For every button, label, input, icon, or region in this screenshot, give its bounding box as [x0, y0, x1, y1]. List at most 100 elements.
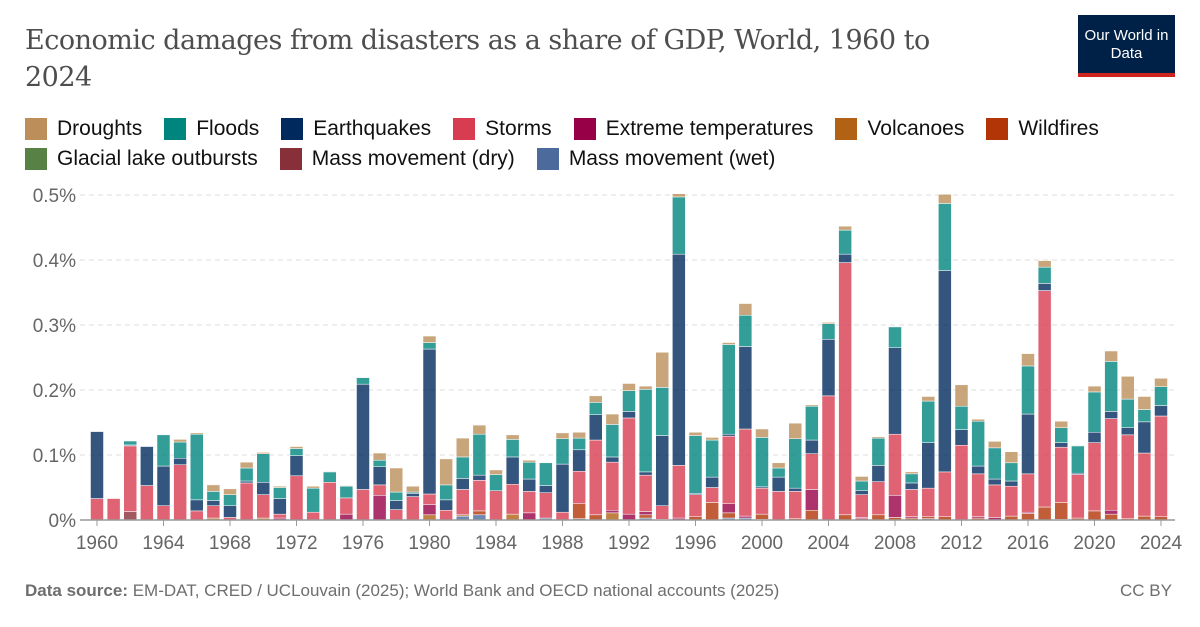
bar-segment-storms[interactable] — [156, 505, 171, 521]
bar-segment-floods[interactable] — [971, 420, 985, 467]
bar-segment-storms[interactable] — [1154, 415, 1168, 517]
bar-segment-wildfires[interactable] — [838, 514, 852, 521]
bar-segment-storms[interactable] — [356, 489, 370, 521]
bar-segment-earthquakes[interactable] — [539, 485, 553, 493]
bar-segment-wildfires[interactable] — [1087, 510, 1102, 521]
bar-segment-floods[interactable] — [1004, 462, 1019, 482]
bar-segment-droughts[interactable] — [239, 461, 254, 469]
bar-segment-floods[interactable] — [1137, 409, 1152, 423]
bar-segment-earthquakes[interactable] — [1121, 427, 1135, 436]
bar-segment-storms[interactable] — [638, 474, 653, 512]
bar-segment-extreme-temperatures[interactable] — [622, 513, 636, 521]
bar-segment-storms[interactable] — [505, 484, 520, 515]
bar-segment-earthquakes[interactable] — [472, 474, 487, 481]
bar-segment-storms[interactable] — [173, 464, 187, 521]
bar-segment-mass-movement-dry-[interactable] — [123, 511, 137, 521]
bar-segment-wildfires[interactable] — [472, 510, 487, 516]
bar-segment-storms[interactable] — [422, 493, 437, 505]
legend-item[interactable]: Storms — [453, 116, 552, 142]
bar-segment-droughts[interactable] — [1087, 385, 1102, 393]
bar-segment-earthquakes[interactable] — [372, 466, 387, 486]
bar-segment-droughts[interactable] — [838, 225, 852, 231]
bar-segment-storms[interactable] — [1087, 442, 1102, 512]
bar-segment-earthquakes[interactable] — [788, 487, 802, 492]
bar-segment-floods[interactable] — [855, 480, 869, 491]
bar-segment-earthquakes[interactable] — [738, 346, 753, 430]
bar-segment-storms[interactable] — [140, 485, 154, 521]
bar-segment-droughts[interactable] — [173, 439, 187, 443]
bar-segment-storms[interactable] — [904, 489, 919, 518]
bar-segment-floods[interactable] — [389, 491, 403, 501]
bar-segment-floods[interactable] — [655, 387, 669, 436]
bar-segment-floods[interactable] — [722, 344, 736, 435]
bar-segment-floods[interactable] — [1154, 386, 1168, 406]
bar-segment-storms[interactable] — [389, 509, 403, 521]
bar-segment-earthquakes[interactable] — [1054, 442, 1068, 448]
bar-segment-floods[interactable] — [256, 453, 270, 483]
bar-segment-floods[interactable] — [505, 439, 520, 458]
bar-segment-droughts[interactable] — [522, 459, 536, 463]
bar-segment-earthquakes[interactable] — [971, 465, 985, 475]
bar-segment-floods[interactable] — [622, 390, 636, 412]
bar-segment-floods[interactable] — [439, 484, 453, 501]
bar-segment-floods[interactable] — [1054, 427, 1068, 443]
bar-segment-storms[interactable] — [273, 513, 287, 519]
bar-segment-droughts[interactable] — [572, 432, 586, 439]
bar-segment-earthquakes[interactable] — [173, 458, 187, 465]
bar-segment-earthquakes[interactable] — [273, 498, 287, 515]
bar-segment-floods[interactable] — [638, 389, 653, 473]
bar-segment-storms[interactable] — [472, 480, 487, 512]
bar-segment-wildfires[interactable] — [1054, 502, 1068, 520]
bar-segment-droughts[interactable] — [273, 485, 287, 488]
legend-item[interactable]: Extreme temperatures — [573, 116, 813, 142]
bar-segment-droughts[interactable] — [323, 471, 337, 473]
bar-segment-floods[interactable] — [339, 485, 354, 499]
bar-segment-floods[interactable] — [1104, 361, 1118, 412]
bar-segment-extreme-temperatures[interactable] — [605, 510, 620, 514]
bar-segment-earthquakes[interactable] — [389, 500, 403, 510]
bar-segment-earthquakes[interactable] — [855, 490, 869, 495]
bar-segment-floods[interactable] — [156, 434, 171, 467]
bar-segment-droughts[interactable] — [655, 352, 669, 388]
bar-segment-storms[interactable] — [622, 417, 636, 515]
bar-segment-storms[interactable] — [106, 498, 121, 521]
bar-segment-wildfires[interactable] — [722, 512, 736, 519]
bar-segment-floods[interactable] — [123, 440, 137, 446]
bar-segment-storms[interactable] — [572, 471, 586, 504]
bar-segment-extreme-temperatures[interactable] — [1104, 510, 1118, 515]
bar-segment-storms[interactable] — [855, 494, 869, 518]
bar-segment-earthquakes[interactable] — [406, 493, 420, 497]
bar-segment-storms[interactable] — [722, 435, 736, 504]
legend-item[interactable]: Mass movement (wet) — [536, 146, 775, 172]
bar-segment-wildfires[interactable] — [638, 514, 653, 519]
legend-item[interactable]: Floods — [164, 116, 259, 142]
bar-segment-storms[interactable] — [123, 445, 137, 512]
bar-segment-earthquakes[interactable] — [206, 500, 221, 506]
bar-segment-floods[interactable] — [672, 196, 686, 255]
bar-segment-droughts[interactable] — [339, 485, 354, 487]
bar-segment-droughts[interactable] — [456, 437, 470, 458]
bar-segment-floods[interactable] — [771, 467, 786, 478]
bar-segment-floods[interactable] — [223, 494, 237, 506]
bar-segment-droughts[interactable] — [938, 194, 952, 204]
bar-segment-droughts[interactable] — [855, 476, 869, 482]
bar-segment-floods[interactable] — [1121, 398, 1135, 428]
bar-segment-storms[interactable] — [738, 428, 753, 517]
bar-segment-floods[interactable] — [289, 448, 304, 456]
bar-segment-storms[interactable] — [539, 492, 553, 519]
bar-segment-storms[interactable] — [239, 482, 254, 521]
bar-segment-storms[interactable] — [589, 439, 603, 516]
bar-segment-floods[interactable] — [356, 377, 370, 385]
legend-item[interactable]: Volcanoes — [835, 116, 964, 142]
bar-segment-droughts[interactable] — [1121, 376, 1135, 400]
bar-segment-droughts[interactable] — [472, 424, 487, 435]
bar-segment-floods[interactable] — [190, 433, 204, 501]
bar-segment-droughts[interactable] — [722, 342, 736, 345]
bar-segment-volcanoes[interactable] — [505, 513, 520, 521]
bar-segment-floods[interactable] — [755, 437, 769, 488]
bar-segment-droughts[interactable] — [738, 303, 753, 316]
bar-segment-storms[interactable] — [90, 498, 104, 521]
bar-segment-droughts[interactable] — [622, 383, 636, 391]
legend-item[interactable]: Earthquakes — [281, 116, 431, 142]
bar-segment-floods[interactable] — [838, 229, 852, 255]
